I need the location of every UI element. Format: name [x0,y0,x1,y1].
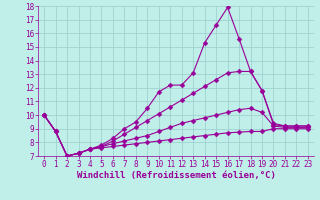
X-axis label: Windchill (Refroidissement éolien,°C): Windchill (Refroidissement éolien,°C) [76,171,276,180]
